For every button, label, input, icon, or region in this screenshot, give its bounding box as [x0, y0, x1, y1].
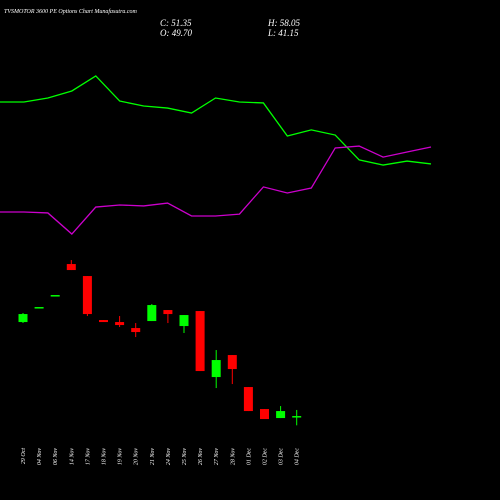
x-tick-label: 17 Nov	[85, 448, 91, 466]
candle-body	[99, 320, 108, 323]
candle-body	[34, 307, 44, 309]
candle-body	[50, 295, 60, 297]
x-tick-label: 20 Nov	[134, 448, 140, 466]
candle-body	[131, 328, 141, 333]
x-tick-label: 03 Dec	[279, 448, 285, 465]
candle-body	[292, 416, 302, 418]
x-tick-label: 26 Nov	[198, 448, 204, 466]
candle-body	[195, 311, 205, 372]
info-close: C: 51.35	[160, 18, 192, 28]
candle-body	[66, 264, 76, 271]
candle-body	[211, 360, 221, 378]
info-high: H: 58.05	[267, 18, 300, 28]
candle-body	[243, 387, 253, 412]
candle-body	[147, 305, 157, 322]
x-tick-label: 04 Nov	[36, 448, 43, 466]
candle-body	[179, 315, 189, 327]
x-tick-label: 14 Nov	[68, 448, 75, 466]
candle-body	[18, 314, 28, 323]
x-tick-label: 21 Nov	[150, 448, 156, 466]
candle-body	[163, 310, 173, 315]
x-tick-label: 29 Oct	[21, 448, 27, 464]
info-low: L: 41.15	[267, 28, 299, 38]
x-tick-label: 27 Nov	[214, 448, 220, 466]
x-tick-label: 01 Dec	[246, 448, 252, 465]
chart-title: TVSMOTOR 3600 PE Options Chart Munafasut…	[4, 8, 138, 15]
candle-body	[82, 276, 92, 315]
candle-body	[115, 322, 125, 326]
x-tick-label: 28 Nov	[230, 448, 236, 466]
candle-body	[260, 409, 269, 420]
candle-body	[276, 411, 286, 419]
info-open: O: 49.70	[160, 28, 192, 38]
candle-body	[227, 355, 237, 370]
indicator-line	[0, 75, 432, 166]
x-tick-label: 18 Nov	[102, 448, 108, 466]
x-tick-label: 25 Nov	[182, 448, 188, 466]
x-tick-label: 19 Nov	[118, 448, 124, 466]
x-tick-label: 02 Dec	[263, 448, 269, 465]
x-tick-label: 04 Dec	[294, 448, 301, 465]
indicator-line	[0, 145, 432, 235]
x-tick-label: 06 Nov	[53, 448, 59, 466]
x-tick-label: 24 Nov	[165, 448, 172, 466]
